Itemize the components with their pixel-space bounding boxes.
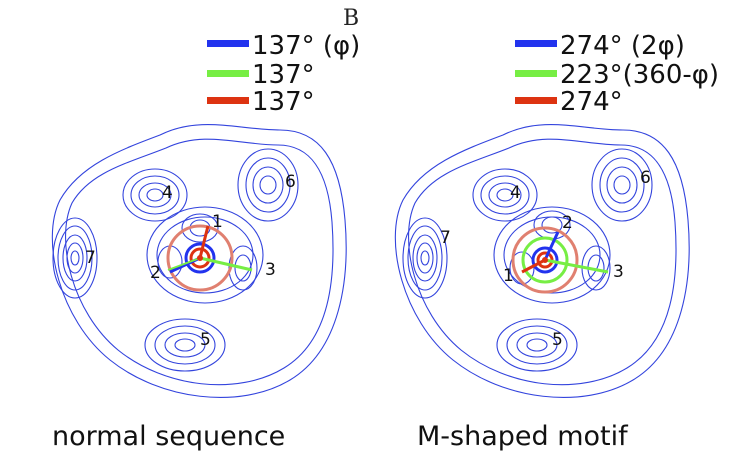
legend-label: 137° xyxy=(252,87,315,117)
panel-normal-sequence: 137° (φ) 137° 137° xyxy=(51,31,360,452)
label-7: 7 xyxy=(440,228,451,248)
label-6: 6 xyxy=(640,168,651,188)
center-dot xyxy=(542,257,548,263)
angle-arc-blue xyxy=(531,246,559,274)
contour-plot xyxy=(51,124,347,398)
legend-label: 137° xyxy=(252,60,315,90)
legend-mshaped: 274° (2φ) 223°(360-φ) 274° xyxy=(515,31,719,117)
primordia-labels: 1 2 3 4 5 6 7 xyxy=(85,172,296,350)
legend-swatch-blue xyxy=(207,40,249,47)
contour-plot xyxy=(394,124,690,398)
label-5: 5 xyxy=(200,330,211,350)
figure-letter: B xyxy=(343,6,359,31)
angle-markers xyxy=(166,224,253,292)
angle-arc-blue xyxy=(184,242,216,274)
vector-green-2 xyxy=(167,257,201,271)
label-5: 5 xyxy=(552,330,563,350)
label-1: 1 xyxy=(503,266,514,286)
legend-swatch-green xyxy=(515,70,557,77)
legend-item: 274° (2φ) xyxy=(515,31,685,61)
primordia-labels: 2 1 3 4 5 6 7 xyxy=(440,168,651,350)
vector-red xyxy=(198,225,210,259)
caption-normal: normal sequence xyxy=(52,421,285,452)
caption-mshaped: M-shaped motif xyxy=(417,421,629,452)
divergence-ring xyxy=(511,226,579,294)
label-2: 2 xyxy=(150,263,161,283)
divergence-ring xyxy=(166,224,234,292)
label-7: 7 xyxy=(85,248,96,268)
vector-red xyxy=(521,258,546,274)
legend-item: 274° xyxy=(515,87,623,117)
legend-label: 223°(360-φ) xyxy=(560,60,719,90)
vector-green xyxy=(199,256,253,272)
label-6: 6 xyxy=(285,172,296,192)
legend-label: 137° (φ) xyxy=(252,31,360,61)
vector-blue xyxy=(543,231,560,261)
panel-m-shaped-motif: 274° (2φ) 223°(360-φ) 274° xyxy=(394,31,719,452)
vector-green xyxy=(544,258,609,274)
legend-normal: 137° (φ) 137° 137° xyxy=(207,31,360,117)
legend-swatch-red xyxy=(515,97,557,104)
legend-swatch-green xyxy=(207,70,249,77)
legend-item: 223°(360-φ) xyxy=(515,60,719,90)
legend-label: 274° xyxy=(560,87,623,117)
angle-markers xyxy=(511,226,609,294)
label-1: 1 xyxy=(212,212,223,232)
label-4: 4 xyxy=(162,183,173,203)
label-3: 3 xyxy=(265,260,276,280)
legend-label: 274° (2φ) xyxy=(560,31,685,61)
legend-item: 137° xyxy=(207,60,315,90)
legend-swatch-blue xyxy=(515,40,557,47)
legend-swatch-red xyxy=(207,97,249,104)
label-2: 2 xyxy=(562,213,573,233)
center-dot xyxy=(197,255,203,261)
angle-arc-green xyxy=(521,236,569,284)
angle-arc-red xyxy=(189,247,211,269)
legend-item: 137° (φ) xyxy=(207,31,360,61)
legend-item: 137° xyxy=(207,87,315,117)
label-4: 4 xyxy=(510,183,521,203)
label-3: 3 xyxy=(613,262,624,282)
